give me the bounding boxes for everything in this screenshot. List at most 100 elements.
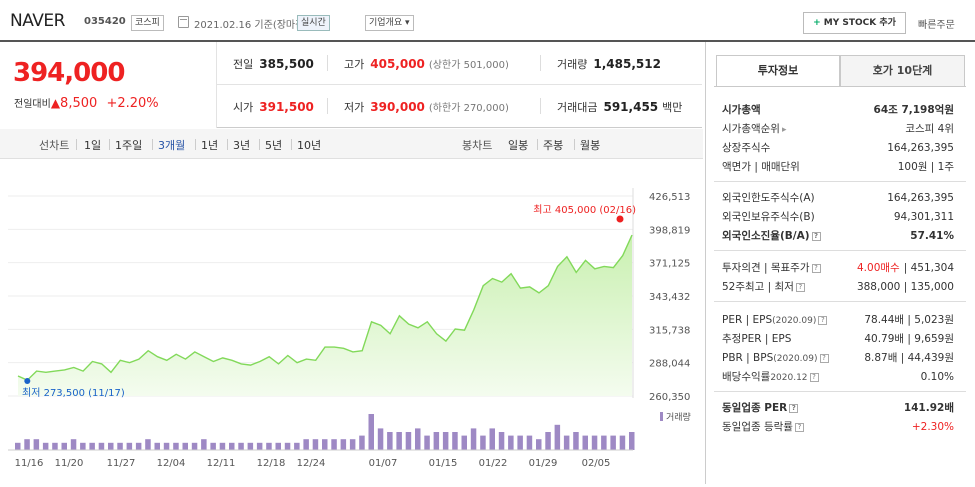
info-label-text: PER | EPS [722,314,773,326]
x-tick-label: 01/07 [369,458,398,469]
info-label-text: 투자의견 | 목표주가 [722,262,810,274]
info-row: PBR | BPS(2020.09)? 8.87배 | 44,439원 [714,349,966,368]
period-button[interactable]: 1주일 [115,139,143,152]
low-marker [24,378,31,384]
mystock-add-button[interactable]: + MY STOCK 추가 [803,12,906,34]
y-tick-label: 371,125 [649,259,690,270]
current-price-panel: 394,000 전일대비▲8,500 +2.20% [0,42,217,128]
up-triangle-icon: ▲ [50,96,61,110]
volume-bar [247,442,254,450]
volume-bar [229,442,235,450]
info-value: 388,000 | 135,000 [856,281,954,293]
x-tick-label: 12/11 [207,458,236,469]
volume-bar [238,442,244,450]
help-icon[interactable]: ? [811,264,821,273]
volume-bar [470,428,477,450]
price-change: 전일대비▲8,500 +2.20% [14,95,159,111]
info-tag: (2020.09) [773,354,818,364]
help-icon[interactable]: ? [789,404,799,413]
info-label: 시가총액순위 ▸ [722,120,787,140]
info-label: PER | EPS(2020.09)? [722,311,828,331]
x-tick-label: 11/16 [15,458,44,469]
candle-period-button[interactable]: 월봉 [580,139,601,152]
arrow-right-icon[interactable]: ▸ [781,125,787,135]
info-label-text: 상장주식수 [722,142,771,154]
volume-bar [294,442,300,450]
info-label-text: 동일업종 PER [722,402,788,414]
tab-order-book[interactable]: 호가 10단계 [840,55,965,87]
help-icon[interactable]: ? [794,423,804,432]
volume-bar [433,432,440,450]
volume-bar [98,442,105,450]
info-row: 외국인한도주식수(A) 164,263,395 [714,189,966,208]
info-label: 투자의견 | 목표주가? [722,259,821,278]
x-tick-label: 11/27 [107,458,136,469]
help-icon[interactable]: ? [819,354,829,363]
period-button[interactable]: 10년 [297,139,322,152]
stock-code: 035420 [84,16,126,27]
separator [574,139,575,150]
info-value: 164,263,395 [887,192,954,204]
volume-bar [331,439,337,450]
volume-bar [461,435,467,450]
date-text: 2021.02.16 기준(장마감) [194,20,309,31]
info-label-text: 외국인한도주식수(A) [722,192,815,204]
info-group: 시가총액 64조 7,198억원 시가총액순위 ▸ 코스피 4위 상장주식수 164,263… [714,97,966,182]
realtime-button[interactable]: 실시간 [297,15,330,31]
volume-bar [210,442,216,450]
volume-bar [266,442,272,450]
period-button[interactable]: 5년 [265,139,283,152]
info-group: 투자의견 | 목표주가? 4.00매수 | 451,304 52주최고 | 최저? 38… [714,255,966,302]
calendar-icon [178,16,189,28]
x-tick-label: 12/24 [297,458,326,469]
volume-bar [582,435,588,450]
quick-order-link[interactable]: 빠른주문 [918,20,955,31]
tab-invest-info[interactable]: 투자정보 [716,55,840,87]
volume-bar [275,442,281,450]
price-area [18,235,632,396]
y-tick-label: 260,350 [649,392,690,403]
separator [327,98,328,114]
help-icon[interactable]: ? [811,232,821,241]
company-info-dropdown[interactable]: 기업개요 ▾ [365,15,414,31]
separator [109,139,110,150]
help-icon[interactable]: ? [818,316,828,325]
info-label: 상장주식수 [722,139,770,158]
info-value: 64조 7,198억원 [873,104,954,116]
volume-bar [554,424,561,450]
y-tick-label: 288,044 [649,359,690,370]
high-marker [616,215,624,223]
info-label-text: 동일업종 등락률 [722,421,793,433]
volume-bar [340,439,347,450]
volume-bar [498,432,505,450]
volume-bar [396,432,402,450]
mystock-label: MY STOCK 추가 [823,18,896,28]
volume-bar [322,439,328,450]
period-button[interactable]: 1년 [201,139,219,152]
info-row: 외국인소진율(B/A)? 57.41% [714,227,966,246]
info-tag: (2020.09) [772,316,817,326]
help-icon[interactable]: ? [809,373,819,382]
volume-bar [349,439,356,450]
info-row: 투자의견 | 목표주가? 4.00매수 | 451,304 [714,259,966,278]
info-label: 외국인소진율(B/A)? [722,227,821,246]
info-label: 동일업종 등락률? [722,418,804,437]
y-tick-label: 398,819 [649,225,690,236]
volume-bar [191,442,198,450]
summary-value: 385,500 [259,57,314,71]
volume-bar [80,442,86,450]
volume-bar [108,442,114,450]
separator [540,55,541,71]
period-button[interactable]: 3년 [233,139,251,152]
volume-bar [284,442,291,450]
candle-period-button[interactable]: 일봉 [508,139,529,152]
info-label: 외국인보유주식수(B) [722,208,815,227]
summary-row-1: 전일 385,500 고가 405,000 (상한가 501,000) 거래량 1,485,… [217,42,702,85]
info-row: 추정PER | EPS 40.79배 | 9,659원 [714,330,966,349]
period-button[interactable]: 3개월 [158,139,186,152]
volume-legend-swatch [660,412,663,421]
period-button[interactable]: 1일 [84,139,102,152]
info-value: 94,301,311 [893,211,954,223]
candle-period-button[interactable]: 주봉 [543,139,564,152]
help-icon[interactable]: ? [795,283,805,292]
